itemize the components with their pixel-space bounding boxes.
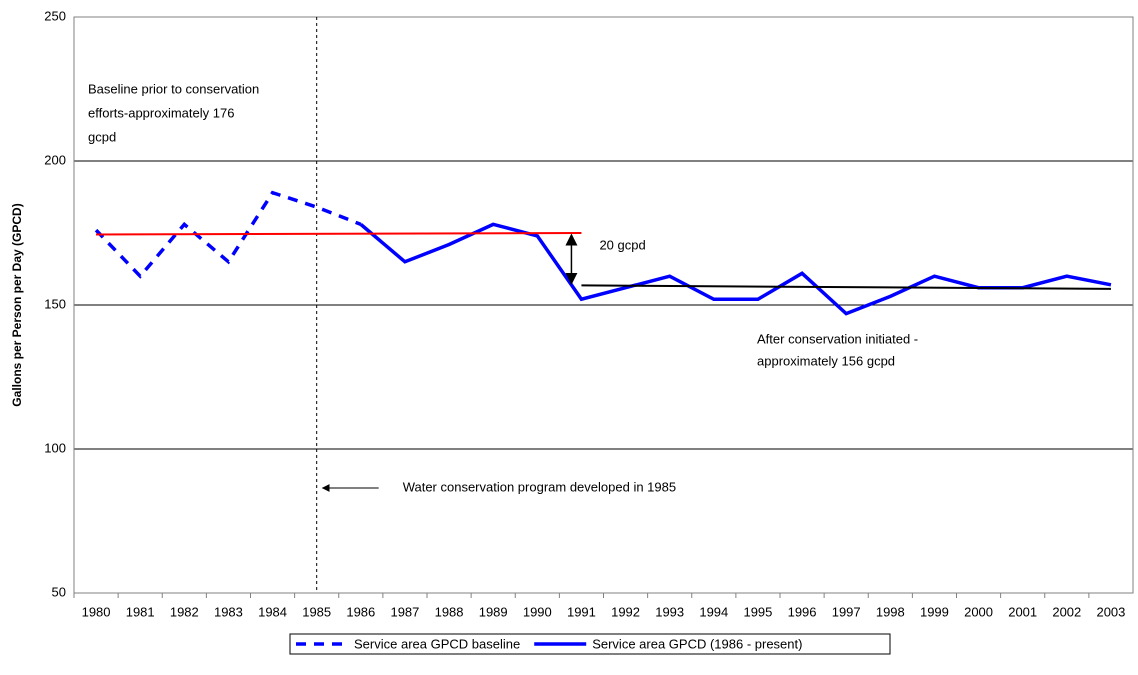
annotation: Water conservation program developed in … <box>403 479 676 494</box>
legend-label: Service area GPCD baseline <box>354 636 520 651</box>
x-tick-label: 1987 <box>390 604 419 619</box>
y-tick-label: 200 <box>44 152 66 167</box>
annotation: approximately 156 gcpd <box>757 353 895 368</box>
trend-line <box>96 232 582 236</box>
x-tick-label: 1983 <box>214 604 243 619</box>
x-tick-label: 1990 <box>523 604 552 619</box>
x-tick-label: 1989 <box>479 604 508 619</box>
x-tick-label: 2000 <box>964 604 993 619</box>
x-tick-label: 1998 <box>876 604 905 619</box>
series-line <box>359 222 1112 316</box>
x-tick-label: 1982 <box>170 604 199 619</box>
x-tick-label: 1991 <box>567 604 596 619</box>
x-tick-label: 1999 <box>920 604 949 619</box>
legend-box <box>289 633 891 655</box>
trend-line <box>581 284 1111 290</box>
series-line <box>94 190 362 279</box>
x-tick-label: 1988 <box>435 604 464 619</box>
annotation: Baseline prior to conservation <box>88 81 259 96</box>
legend-label: Service area GPCD (1986 - present) <box>592 636 802 651</box>
x-tick-label: 2001 <box>1008 604 1037 619</box>
x-tick-label: 1994 <box>699 604 728 619</box>
x-tick-label: 1984 <box>258 604 287 619</box>
annotation: 20 gcpd <box>599 237 645 252</box>
y-tick-label: 150 <box>44 296 66 311</box>
x-tick-label: 2003 <box>1096 604 1125 619</box>
y-tick-label: 50 <box>52 584 66 599</box>
x-tick-label: 1985 <box>302 604 331 619</box>
x-tick-label: 1997 <box>832 604 861 619</box>
x-tick-label: 1980 <box>82 604 111 619</box>
x-tick-label: 1992 <box>611 604 640 619</box>
annotation: After conservation initiated - <box>757 331 918 346</box>
x-tick-label: 1996 <box>788 604 817 619</box>
y-axis-label: Gallons per Person per Day (GPCD) <box>10 203 24 406</box>
annotation: gcpd <box>88 129 116 144</box>
y-tick-label: 100 <box>44 440 66 455</box>
x-tick-label: 1981 <box>126 604 155 619</box>
x-tick-label: 1993 <box>655 604 684 619</box>
x-tick-label: 1995 <box>743 604 772 619</box>
x-tick-label: 1986 <box>346 604 375 619</box>
x-tick-label: 2002 <box>1052 604 1081 619</box>
y-tick-label: 250 <box>44 8 66 23</box>
annotation: efforts-approximately 176 <box>88 105 234 120</box>
